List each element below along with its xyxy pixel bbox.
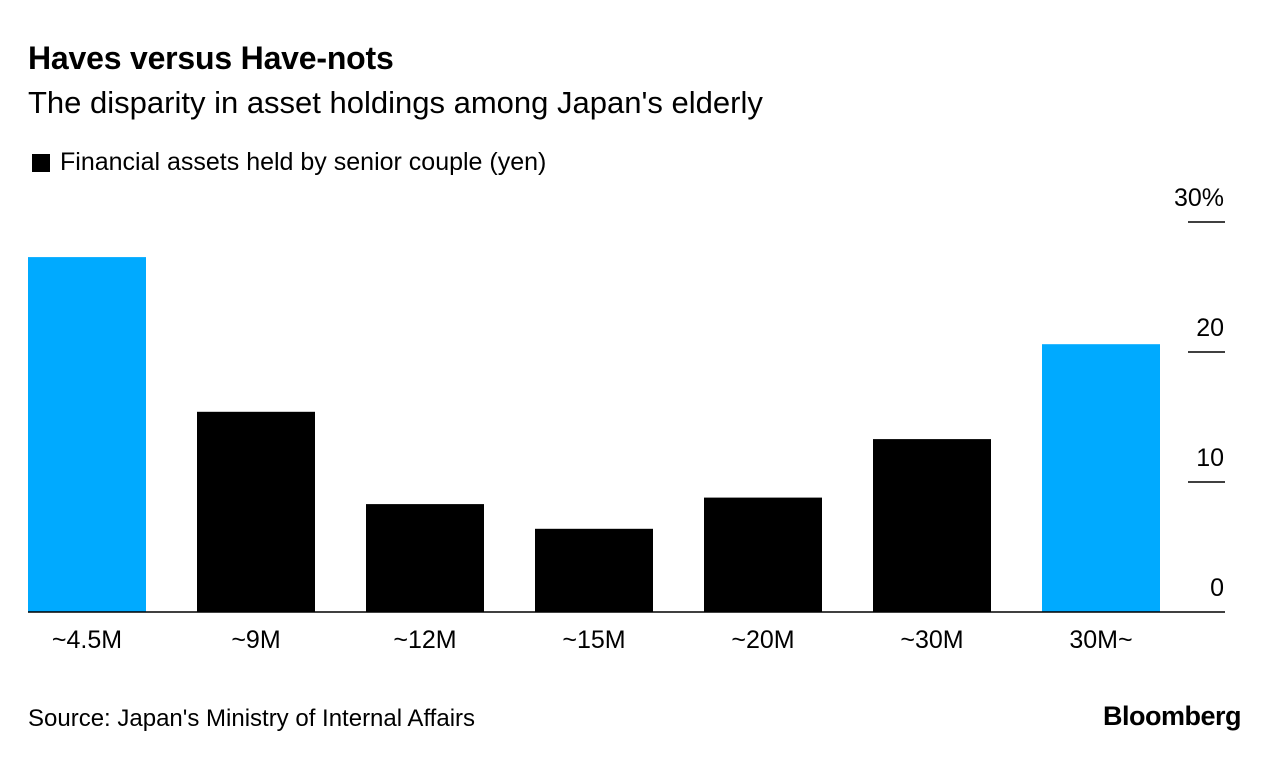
bar-~9M xyxy=(197,411,315,612)
legend-label: Financial assets held by senior couple (… xyxy=(60,148,547,176)
x-tick-label: 30M~ xyxy=(1069,626,1132,654)
x-tick-label: ~9M xyxy=(231,626,280,654)
x-tick-label: ~20M xyxy=(731,626,794,654)
y-tick-label-30%: 30% xyxy=(1174,184,1224,212)
x-tick-label: ~30M xyxy=(900,626,963,654)
source-note: Source: Japan's Ministry of Internal Aff… xyxy=(28,705,476,732)
bar-~15M xyxy=(535,528,653,612)
bar-~4.5M xyxy=(28,257,146,612)
x-tick-label: ~12M xyxy=(393,626,456,654)
legend: Financial assets held by senior couple (… xyxy=(32,148,546,177)
y-tick-label-20: 20 xyxy=(1196,314,1224,342)
y-tick-label-0: 0 xyxy=(1210,574,1224,602)
legend-swatch xyxy=(32,153,50,172)
x-tick-label: ~4.5M xyxy=(52,626,122,654)
bar-~30M xyxy=(873,439,991,612)
bar-~20M xyxy=(704,497,822,612)
bar-~12M xyxy=(366,504,484,612)
bar-30M~ xyxy=(1042,344,1160,612)
chart-subtitle: The disparity in asset holdings among Ja… xyxy=(28,85,763,120)
brand-logo: Bloomberg xyxy=(1102,701,1242,731)
x-tick-label: ~15M xyxy=(562,626,625,654)
chart-title: Haves versus Have-nots xyxy=(28,40,394,76)
y-tick-label-10: 10 xyxy=(1196,444,1224,472)
